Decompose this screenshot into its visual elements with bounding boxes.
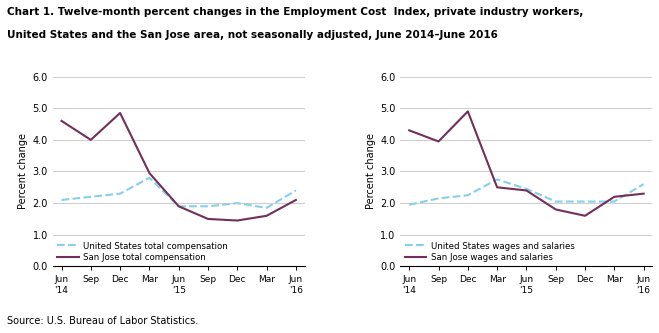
Legend: United States wages and salaries, San Jose wages and salaries: United States wages and salaries, San Jo… (405, 241, 575, 262)
Text: United States and the San Jose area, not seasonally adjusted, June 2014–June 201: United States and the San Jose area, not… (7, 30, 498, 40)
Y-axis label: Percent change: Percent change (18, 134, 28, 209)
Y-axis label: Percent change: Percent change (366, 134, 376, 209)
Text: Chart 1. Twelve-month percent changes in the Employment Cost  Index, private ind: Chart 1. Twelve-month percent changes in… (7, 7, 583, 17)
Legend: United States total compensation, San Jose total compensation: United States total compensation, San Jo… (57, 241, 227, 262)
Text: Source: U.S. Bureau of Labor Statistics.: Source: U.S. Bureau of Labor Statistics. (7, 316, 198, 326)
